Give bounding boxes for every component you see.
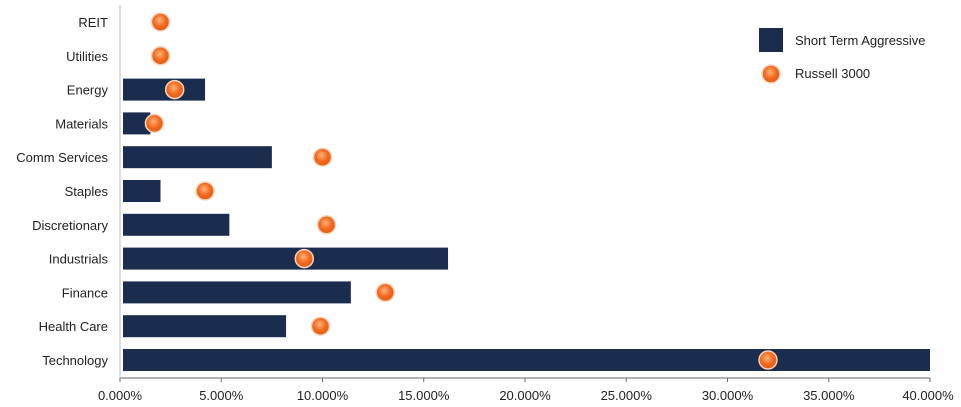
- point-technology: [758, 350, 778, 370]
- legend-swatch-short-term-aggressive: [759, 28, 783, 52]
- point-health-care: [310, 316, 331, 336]
- point-industrials: [294, 248, 315, 269]
- y-tick-label-finance: Finance: [62, 285, 108, 300]
- y-tick-label-energy: Energy: [67, 83, 109, 98]
- point-reit: [150, 12, 171, 32]
- bar-finance: [123, 281, 351, 304]
- legend-label-russell-3000: Russell 3000: [795, 66, 870, 81]
- x-tick-label: 35.000%: [803, 388, 855, 403]
- bar-comm-services: [123, 146, 272, 169]
- y-tick-label-materials: Materials: [55, 116, 108, 131]
- x-tick-label: 0.000%: [98, 388, 143, 403]
- x-tick-label: 30.000%: [702, 388, 754, 403]
- y-tick-label-discretionary: Discretionary: [32, 218, 108, 233]
- x-tick-label: 20.000%: [499, 388, 551, 403]
- y-tick-label-reit: REIT: [78, 15, 108, 30]
- y-tick-label-health-care: Health Care: [39, 319, 108, 334]
- bars-layer: [123, 78, 930, 371]
- dots-layer: [144, 12, 778, 370]
- point-discretionary: [316, 215, 337, 235]
- axis-layer: REIT Utilities Energy Materials Comm Service…: [16, 5, 954, 403]
- point-utilities: [150, 46, 171, 66]
- point-finance: [375, 282, 396, 303]
- y-tick-label-comm-services: Comm Services: [16, 150, 108, 165]
- x-tick-label: 15.000%: [398, 388, 450, 403]
- point-staples: [195, 181, 215, 201]
- x-tick-label: 5.000%: [199, 388, 244, 403]
- point-comm-services: [312, 147, 333, 167]
- y-tick-label-utilities: Utilities: [66, 49, 108, 64]
- bar-energy: [123, 78, 206, 101]
- point-materials: [144, 113, 165, 134]
- point-energy: [164, 79, 185, 100]
- bar-materials: [123, 112, 151, 135]
- legend-label-short-term-aggressive: Short Term Aggressive: [795, 33, 926, 48]
- x-tick-label: 10.000%: [297, 388, 349, 403]
- y-tick-label-technology: Technology: [42, 353, 108, 368]
- legend: Short Term Aggressive Russell 3000: [759, 28, 926, 84]
- bar-technology: [123, 349, 930, 371]
- x-tick-label: 40.000%: [902, 388, 954, 403]
- bar-staples: [123, 180, 161, 202]
- y-tick-label-industrials: Industrials: [49, 252, 109, 267]
- bar-industrials: [123, 247, 449, 270]
- x-tick-label: 25.000%: [601, 388, 653, 403]
- bar-discretionary: [123, 213, 230, 236]
- bar-health-care: [123, 315, 287, 338]
- legend-swatch-russell-3000: [761, 64, 781, 84]
- y-tick-label-staples: Staples: [65, 184, 109, 199]
